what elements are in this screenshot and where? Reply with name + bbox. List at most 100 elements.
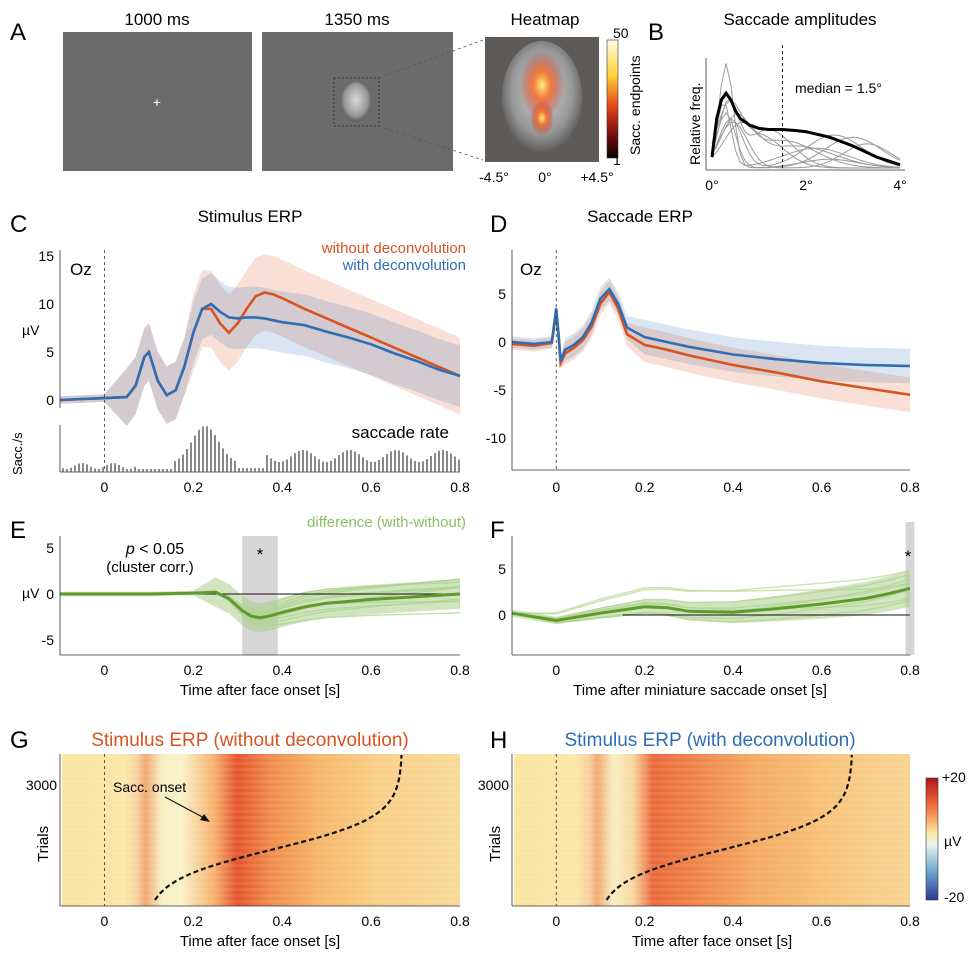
saccade-rate-bar — [194, 435, 196, 472]
saccade-rate-bar — [302, 450, 304, 472]
saccade-rate-histogram — [62, 426, 460, 472]
saccade-rate-bar — [258, 468, 260, 472]
saccade-rate-bar — [310, 453, 312, 472]
panel-g-heatmap-trials-texture — [62, 754, 460, 906]
saccade-rate-bar — [190, 442, 192, 472]
panel-d-series-lines — [511, 287, 911, 397]
saccade-rate-bar — [106, 464, 108, 472]
x-tick-label: 2° — [799, 177, 812, 193]
x-tick-label: 4° — [893, 177, 906, 193]
panel-g-annotation-arrowhead — [200, 814, 210, 822]
saccade-rate-bar — [262, 468, 264, 472]
panel-g-ytick-3000: 3000 — [26, 777, 57, 793]
heatmap-tick-left: -4.5° — [479, 169, 509, 185]
saccade-rate-label: saccade rate — [352, 423, 449, 442]
panel-c-ylabel: µV — [22, 322, 40, 338]
face-thumbnail — [341, 82, 371, 122]
saccade-rate-bar — [154, 469, 156, 472]
x-tick-label: 0 — [552, 913, 560, 929]
heatmap-tick-center: 0° — [538, 169, 551, 185]
panel-g-x-ticks: 0 0.2 0.4 0.6 0.8 — [101, 913, 470, 929]
panel-b: Saccade amplitudes Relative freq. median… — [687, 10, 907, 193]
panel-h-saccade-onset-curve — [605, 754, 853, 901]
x-tick-label: 0.8 — [450, 479, 470, 495]
panel-h-xlabel: Time after face onset [s] — [632, 933, 792, 950]
saccade-rate-ylabel: Sacc./s — [10, 432, 25, 475]
x-tick-label: 0.6 — [812, 479, 832, 495]
saccade-rate-bar — [346, 450, 348, 472]
x-tick-label: 0.4 — [723, 479, 743, 495]
x-tick-label: 0 — [101, 662, 109, 678]
panel-e-mean-difference — [60, 590, 461, 620]
saccade-rate-bar — [206, 426, 208, 472]
saccade-rate-bar — [182, 454, 184, 472]
panel-h-colorbar — [925, 777, 939, 901]
panel-e-y-ticks: 5 0 -5 — [42, 540, 55, 648]
panel-e-cluster-note: (cluster corr.) — [106, 559, 194, 576]
x-tick-label: 0.8 — [900, 913, 920, 929]
saccade-rate-bar — [226, 454, 228, 472]
saccade-rate-bar — [222, 448, 224, 472]
panel-e-x-ticks: 0 0.2 0.4 0.6 0.8 — [101, 662, 470, 678]
heatmap-hotspot-lower — [530, 100, 554, 136]
y-tick-label: 5 — [498, 286, 506, 302]
x-tick-label: 0.2 — [184, 913, 204, 929]
saccade-rate-bar — [326, 462, 328, 472]
x-tick-label: 0.2 — [184, 662, 204, 678]
saccade-rate-bar — [170, 469, 172, 472]
panel-h-heatmap-trials-texture — [514, 754, 910, 906]
subject-amplitude-curve — [711, 112, 901, 169]
panel-f: * 50 0 0.2 0.4 0.6 0.8 Time after miniature … — [498, 522, 920, 699]
saccade-rate-bar — [230, 458, 232, 472]
panel-c-y-ticks: 0 5 10 15 — [38, 248, 54, 408]
panel-c-legend-with: with deconvolution — [342, 257, 466, 274]
saccade-rate-bar — [218, 441, 220, 472]
zoom-line-bottom — [378, 125, 484, 161]
saccade-rate-bar — [286, 459, 288, 472]
x-tick-label: 0.6 — [361, 479, 381, 495]
saccade-rate-bar — [254, 468, 256, 472]
panel-label-h: H — [490, 727, 507, 754]
heatmap-colorbar-min: 1 — [613, 152, 621, 168]
saccade-rate-bar — [430, 456, 432, 472]
x-tick-label: 0.6 — [812, 662, 832, 678]
saccade-rate-bar — [142, 469, 144, 472]
frame2-title: 1350 ms — [324, 10, 389, 29]
panel-e-significance-star: * — [257, 545, 264, 564]
panel-f-xlabel: Time after miniature saccade onset [s] — [573, 682, 827, 699]
y-tick-label: -5 — [42, 632, 55, 648]
panel-e-pvalue: p < 0.05 — [125, 541, 184, 558]
subject-difference-curve — [511, 569, 911, 615]
panel-h-ytick-3000: 3000 — [478, 777, 509, 793]
saccade-rate-bar — [78, 463, 80, 472]
saccade-rate-bar — [378, 460, 380, 472]
panel-f-ci-band — [512, 569, 910, 625]
panel-e-legend: difference (with-without) — [307, 514, 466, 531]
saccade-rate-bar — [458, 459, 460, 472]
x-tick-label: 0.4 — [723, 662, 743, 678]
x-tick-label: 0 — [101, 913, 109, 929]
saccade-rate-bar — [446, 451, 448, 472]
panel-e-ci-band — [60, 577, 460, 633]
panel-c: Stimulus ERP Oz µV without deconvolution… — [10, 207, 470, 495]
saccade-rate-bar — [426, 459, 428, 472]
fixation-cross: + — [153, 94, 161, 110]
y-tick-label: 5 — [498, 561, 506, 577]
saccade-rate-bar — [434, 452, 436, 472]
saccade-rate-bar — [414, 461, 416, 472]
heatmap-x-ticks: -4.5° 0° +4.5° — [479, 169, 613, 185]
panel-f-mean-difference — [511, 586, 911, 623]
panel-g-xlabel: Time after face onset [s] — [180, 933, 340, 950]
saccade-rate-bar — [250, 468, 252, 472]
saccade-rate-bar — [354, 451, 356, 472]
saccade-rate-bar — [402, 452, 404, 472]
y-tick-label: -5 — [494, 382, 507, 398]
panel-b-x-ticks: 0° 2° 4° — [705, 177, 906, 193]
y-tick-label: 10 — [38, 296, 54, 312]
frame1-screen — [63, 32, 252, 171]
saccade-rate-bar — [266, 455, 268, 472]
y-tick-label: 0 — [46, 392, 54, 408]
frame1-title: 1000 ms — [124, 10, 189, 29]
saccade-rate-bar — [114, 463, 116, 472]
